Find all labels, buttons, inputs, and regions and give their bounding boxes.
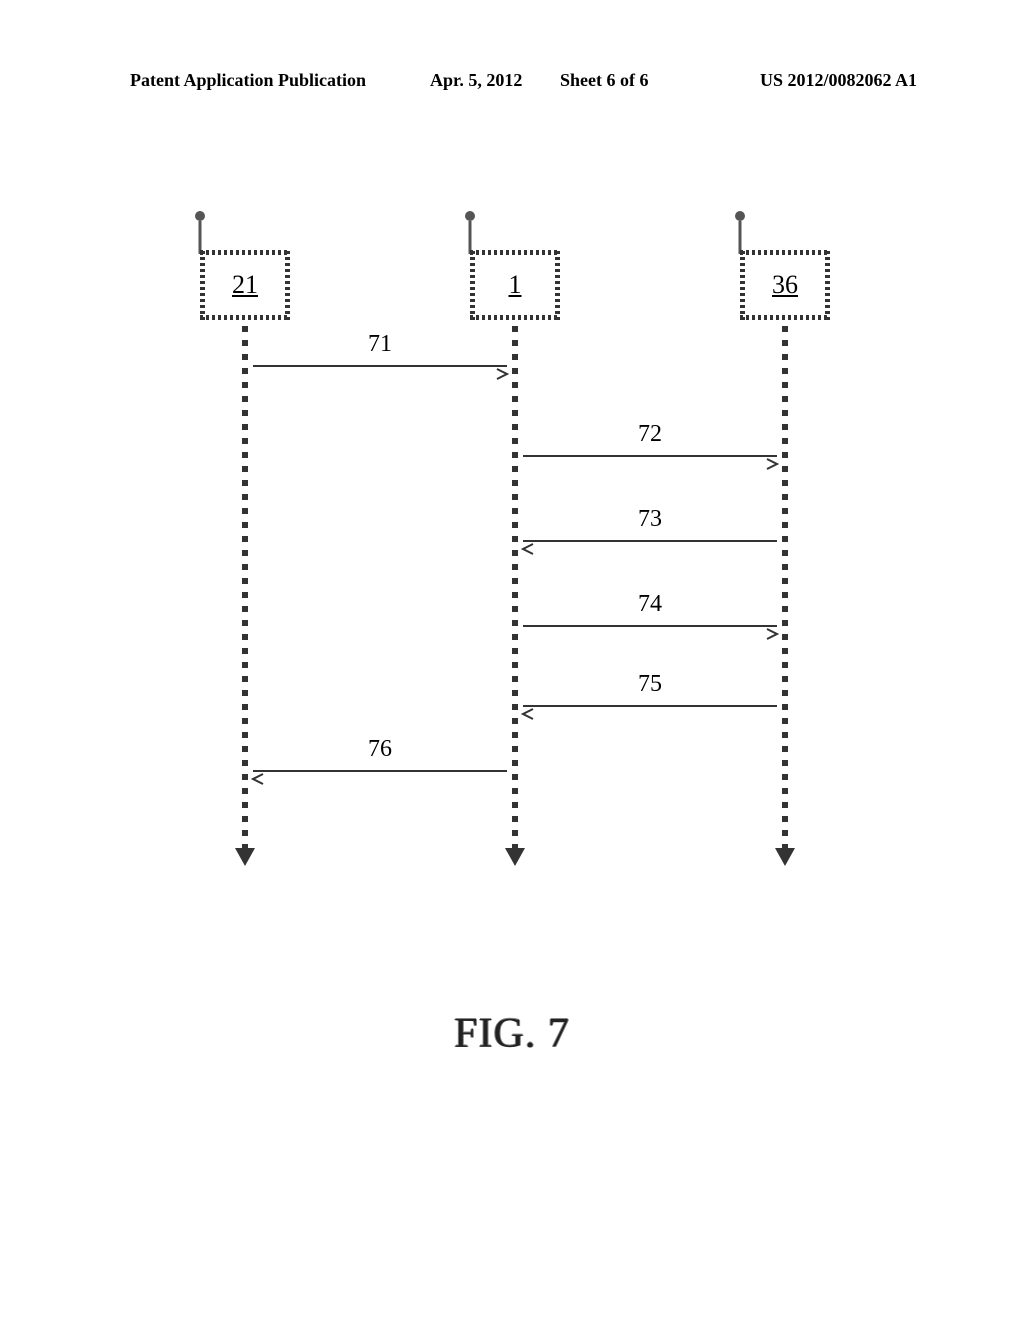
lifeline-box-36: 36 [740, 250, 830, 320]
message-arrow-shaft [523, 540, 777, 542]
message-arrow-shaft [523, 455, 777, 457]
message-label: 75 [523, 671, 777, 698]
antenna-icon [460, 210, 480, 254]
message-arrow-shaft [253, 770, 507, 772]
arrowhead-icon [765, 620, 779, 647]
header-sheet: Sheet 6 of 6 [560, 70, 649, 91]
lifeline-label: 1 [509, 270, 522, 300]
arrowhead-icon [521, 700, 535, 727]
lifeline-box-21: 21 [200, 250, 290, 320]
lifeline-end-arrow-icon [773, 846, 797, 873]
lifeline-label: 21 [232, 270, 258, 300]
arrowhead-icon [765, 450, 779, 477]
message-label: 76 [253, 736, 507, 763]
header-date: Apr. 5, 2012 [430, 70, 522, 91]
header-pubno: US 2012/0082062 A1 [760, 70, 917, 91]
lifeline-end-arrow-icon [503, 846, 527, 873]
message-label: 72 [523, 421, 777, 448]
header-publication: Patent Application Publication [130, 70, 366, 91]
sequence-diagram: 21 1 36 71 72 73 [140, 250, 880, 950]
lifeline-dashed [242, 320, 248, 850]
message-arrow-shaft [523, 625, 777, 627]
arrowhead-icon [251, 765, 265, 792]
lifeline-end-arrow-icon [233, 846, 257, 873]
arrowhead-icon [495, 360, 509, 387]
message-label: 74 [523, 591, 777, 618]
antenna-icon [190, 210, 210, 254]
lifeline-dashed [782, 320, 788, 850]
lifeline-box-1: 1 [470, 250, 560, 320]
message-label: 71 [253, 331, 507, 358]
antenna-icon [730, 210, 750, 254]
lifeline-label: 36 [772, 270, 798, 300]
arrowhead-icon [521, 535, 535, 562]
message-arrow-shaft [523, 705, 777, 707]
message-label: 73 [523, 506, 777, 533]
figure-caption: FIG. 7 [0, 1010, 1024, 1058]
lifeline-dashed [512, 320, 518, 850]
message-arrow-shaft [253, 365, 507, 367]
